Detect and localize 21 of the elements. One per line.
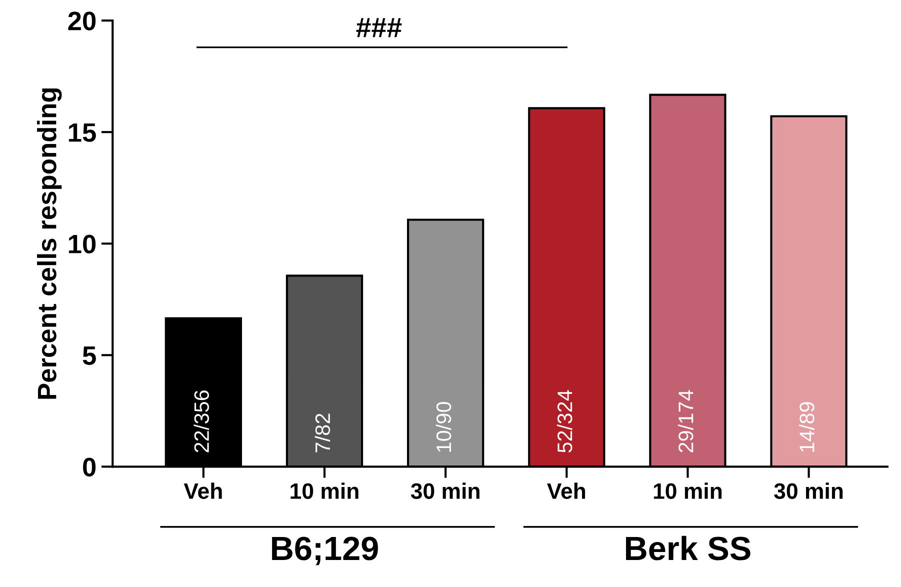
text: B6;129 xyxy=(272,536,378,566)
y-tick-label: 5 xyxy=(82,346,96,365)
x-tick-label: 10 min xyxy=(290,482,358,499)
data-label: 22/356 xyxy=(194,390,210,452)
y-tick-label: 10 xyxy=(68,234,96,254)
x-tick-label: 10 min xyxy=(654,482,722,499)
x-tick-label: 30 min xyxy=(774,482,843,499)
x-tick-label: Veh xyxy=(184,482,222,499)
y-tick-label: 15 xyxy=(68,123,96,142)
annotation: ### xyxy=(356,18,402,38)
x-tick-label: Veh xyxy=(547,482,586,499)
data-label: 29/174 xyxy=(678,390,694,452)
y-tick-label: 0 xyxy=(83,458,96,476)
x-tick-label: 30 min xyxy=(410,482,480,499)
y-tick-label: 20 xyxy=(68,12,96,30)
data-label: 14/89 xyxy=(799,402,814,452)
y-axis-title: Percent cells responding xyxy=(37,88,62,399)
data-label: 52/324 xyxy=(556,390,572,452)
text: Berk SS xyxy=(626,536,750,560)
data-label: 7/82 xyxy=(314,414,330,452)
data-label: 10/90 xyxy=(436,402,452,452)
